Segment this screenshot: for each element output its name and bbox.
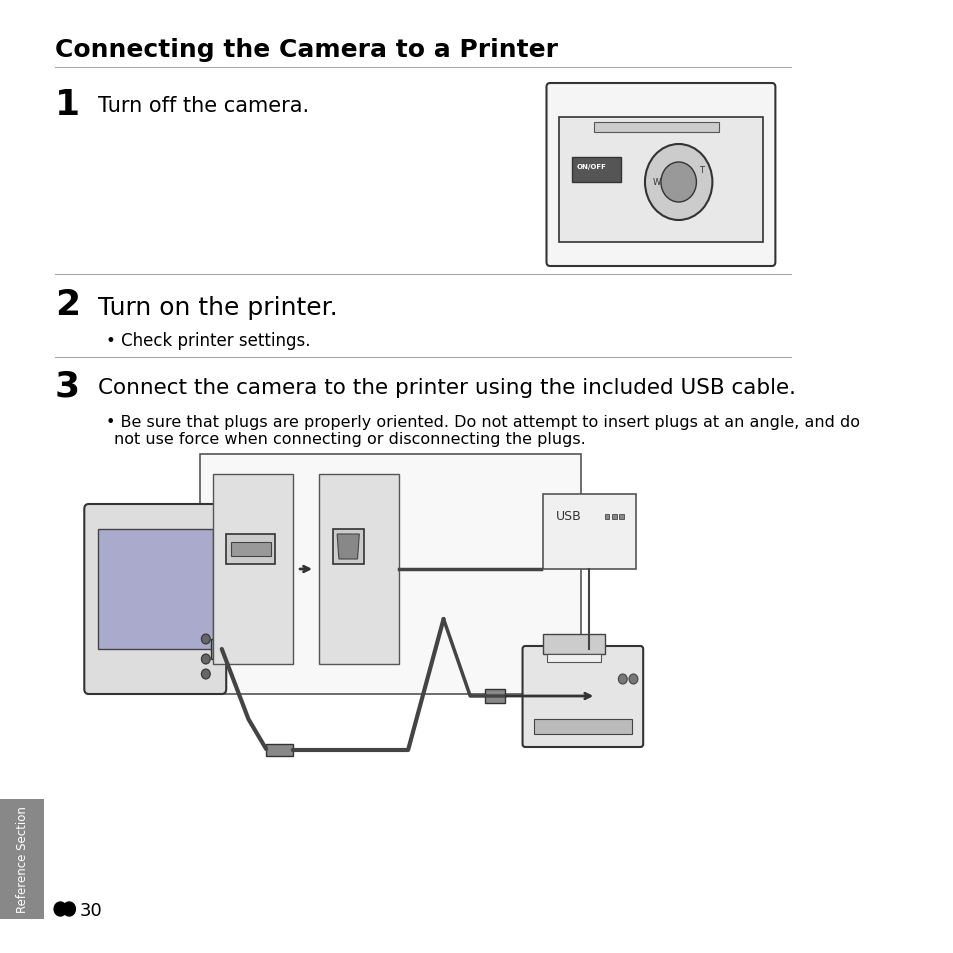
Bar <box>333 530 363 564</box>
Bar <box>199 455 580 695</box>
Circle shape <box>628 675 638 684</box>
Text: • Check printer settings.: • Check printer settings. <box>107 332 311 350</box>
Text: Reference Section: Reference Section <box>15 805 29 912</box>
Bar <box>319 475 398 664</box>
Bar <box>97 530 213 649</box>
Bar <box>231 542 271 557</box>
Circle shape <box>54 902 67 916</box>
Bar <box>266 744 293 757</box>
Bar <box>612 515 616 519</box>
Circle shape <box>644 145 712 221</box>
Bar <box>618 515 623 519</box>
Text: Turn on the printer.: Turn on the printer. <box>97 295 337 319</box>
Text: • Be sure that plugs are properly oriented. Do not attempt to insert plugs at an: • Be sure that plugs are properly orient… <box>107 415 860 430</box>
Text: 30: 30 <box>80 901 103 919</box>
Bar <box>542 635 604 655</box>
Text: 3: 3 <box>55 370 80 403</box>
Circle shape <box>63 902 75 916</box>
Circle shape <box>201 669 210 679</box>
FancyBboxPatch shape <box>546 84 775 267</box>
Bar <box>542 495 636 569</box>
Text: Connect the camera to the printer using the included USB cable.: Connect the camera to the printer using … <box>97 377 795 397</box>
FancyBboxPatch shape <box>84 504 226 695</box>
Circle shape <box>201 635 210 644</box>
Text: W: W <box>652 178 660 187</box>
Bar <box>604 515 609 519</box>
Circle shape <box>618 675 626 684</box>
Text: Reference Section: Reference Section <box>12 637 27 762</box>
Text: Connecting the Camera to a Printer: Connecting the Camera to a Printer <box>55 38 558 62</box>
Text: 1: 1 <box>55 88 80 122</box>
Bar <box>594 123 718 132</box>
Polygon shape <box>336 535 359 559</box>
Bar <box>0 800 44 919</box>
Text: 2: 2 <box>55 288 80 322</box>
Bar <box>547 655 600 662</box>
Circle shape <box>660 163 696 203</box>
Bar <box>226 535 274 564</box>
Text: T: T <box>699 166 703 174</box>
Bar <box>213 475 293 664</box>
Bar <box>558 118 762 243</box>
FancyBboxPatch shape <box>522 646 642 747</box>
Bar <box>485 689 504 703</box>
Bar <box>62 907 68 911</box>
Text: Turn off the camera.: Turn off the camera. <box>97 96 309 116</box>
Bar <box>211 639 229 659</box>
Text: not use force when connecting or disconnecting the plugs.: not use force when connecting or disconn… <box>113 432 585 447</box>
Text: USB: USB <box>556 510 581 522</box>
Text: ON/OFF: ON/OFF <box>576 164 606 170</box>
Bar <box>572 158 620 183</box>
Bar <box>534 720 631 734</box>
Circle shape <box>201 655 210 664</box>
